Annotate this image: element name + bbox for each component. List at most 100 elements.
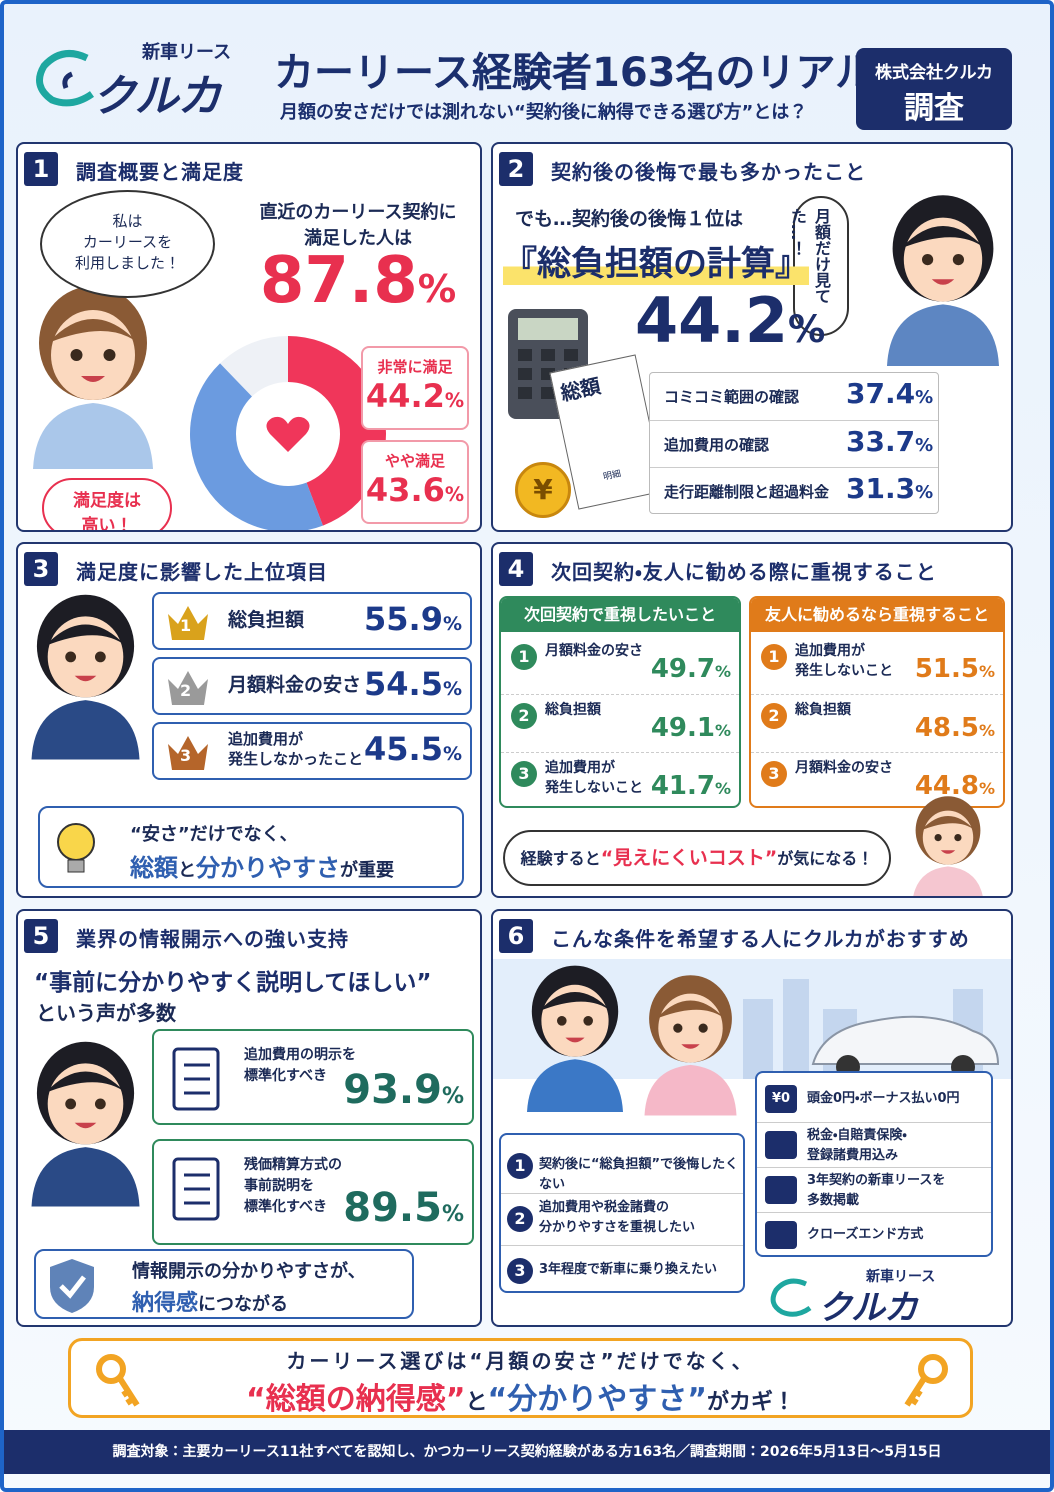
decoration: [515, 956, 635, 1116]
item-label: 追加費用が 発生しないこと: [545, 760, 643, 796]
title: カーリース経験者163名のリアル: [274, 50, 876, 96]
keyword: 分かりやすさ: [196, 854, 340, 882]
feature-text: 3年契約の新車リースを 多数掲載: [807, 1173, 946, 1208]
decoration: [96, 1354, 126, 1384]
value: 37.4: [846, 377, 916, 410]
item-row: 2 総負担額 48.5%: [751, 694, 1003, 750]
footer: 調査対象：主要カーリース11社すべてを認知し、かつカーリース契約経験がある方16…: [4, 1430, 1050, 1474]
decoration: [904, 1375, 928, 1407]
item-value: 49.1%: [651, 713, 731, 743]
fringe: [921, 816, 975, 831]
item-number: 1: [761, 644, 787, 670]
item-label: 追加費用の確認: [664, 436, 770, 454]
mouth: [931, 279, 955, 285]
feature-text: 税金・自賠責保険・ 登録諸費用込み: [807, 1128, 907, 1163]
logo-mark: [36, 50, 95, 107]
unit: %: [915, 482, 934, 503]
items-table: コミコミ範囲の確認 37.4% 追加費用の確認 33.7% 走行距離制限と超過料金 31.…: [649, 372, 939, 514]
decoration: [62, 71, 74, 89]
fringe: [45, 624, 126, 647]
decoration: [873, 184, 1011, 370]
eye: [952, 254, 964, 266]
decoration: [50, 1259, 94, 1313]
shield-icon: [50, 1259, 94, 1313]
feature-icon: [765, 1131, 797, 1159]
unit: %: [441, 1202, 464, 1227]
person-illustration: [913, 796, 983, 896]
decoration: [18, 584, 153, 764]
item-number: 2: [511, 703, 537, 729]
keyword: 総額: [130, 854, 178, 882]
lead: でも…契約後の後悔１位は: [515, 208, 744, 230]
wish-list: 1 契約後に“総負担額”で後悔したくない 2 追加費用や税金諸費の 分かりやすさを重視…: [499, 1133, 745, 1293]
unit: %: [714, 662, 731, 681]
wish-row: 2 追加費用や税金諸費の 分かりやすさを重視したい: [501, 1193, 743, 1243]
value: 44.8: [914, 771, 979, 801]
mouth: [74, 675, 97, 682]
feature-row: ¥0 頭金0円・ボーナス払い0円: [757, 1077, 991, 1121]
crown: [168, 671, 208, 705]
note-line: 総額と分かりやすさが重要: [130, 848, 394, 883]
breakdown-label: 非常に満足: [377, 358, 453, 376]
rank: 3: [180, 746, 192, 765]
rank-box: 3 追加費用が 発生しなかったこと 45.5%: [152, 722, 472, 780]
eye: [94, 651, 106, 663]
decoration: [18, 1031, 153, 1211]
unit: %: [714, 721, 731, 740]
banner-line: カーリース選びは“月額の安さ”だけでなく、: [286, 1349, 755, 1373]
crown: [168, 606, 208, 640]
item-number: 1: [511, 644, 537, 670]
item-value: 41.7%: [651, 771, 731, 801]
item-label: 月額料金の安さ: [795, 760, 893, 776]
eye: [65, 651, 77, 663]
decoration: [18, 274, 168, 473]
section-number: 6: [499, 919, 533, 953]
fringe: [539, 992, 611, 1012]
section-number: 4: [499, 552, 533, 586]
decoration: [811, 1015, 1000, 1065]
banner-text: と: [465, 1390, 488, 1415]
item-label: 総負担額: [795, 702, 851, 718]
feature-icon: [765, 1221, 797, 1249]
column: 友人に勧めるなら重視すること 1 追加費用が 発生しないこと 51.5% 2 総負担額 48…: [749, 596, 1005, 808]
body: [31, 700, 140, 760]
decoration: [564, 349, 578, 361]
item-row: コミコミ範囲の確認 37.4%: [650, 373, 938, 420]
breakdown-value: 44.2: [365, 377, 445, 415]
note-box: “安さ”だけでなく、 総額と分かりやすさが重要: [38, 806, 464, 888]
item-label: 総負担額: [545, 702, 601, 718]
body: [33, 403, 153, 469]
section-title: 満足度に影響した上位項目: [76, 560, 328, 584]
panel-1: 1 調査概要と満足度 私は カーリースを 利用しました！ 直近のカーリース契約に…: [16, 142, 482, 532]
unit: %: [444, 483, 465, 506]
item-label: 追加費用の明示を 標準化すべき: [244, 1047, 356, 1084]
item-row: 3 追加費用が 発生しないこと 41.7%: [501, 752, 739, 806]
item-value: 33.7%: [846, 425, 933, 458]
unit: %: [978, 779, 995, 798]
value: 93.9: [343, 1067, 442, 1113]
section-number: 2: [499, 152, 533, 186]
banner-line: “総額の納得感”と“分かりやすさ”がカギ！: [71, 1374, 970, 1418]
mouth: [565, 1037, 585, 1043]
section-number: 3: [24, 552, 58, 586]
fringe: [45, 1071, 126, 1094]
value: 49.1: [650, 713, 715, 743]
keyword: “総額の納得感”: [246, 1382, 466, 1417]
fringe: [48, 319, 138, 343]
decoration: [541, 349, 555, 361]
item-label: 総負担額: [228, 609, 305, 631]
section-number: 5: [24, 919, 58, 953]
eye: [103, 349, 116, 361]
decoration: 43.6%: [363, 471, 467, 509]
eye: [934, 834, 942, 842]
bubble-text: 経験すると: [520, 849, 601, 868]
decoration: [918, 1354, 948, 1384]
heart-icon: [266, 416, 310, 452]
logo-mark: [770, 1278, 812, 1317]
value: 49.7: [650, 654, 715, 684]
eye: [65, 1098, 77, 1110]
icon-frame: [172, 1157, 220, 1221]
fringe: [656, 1000, 725, 1019]
eye: [557, 1016, 567, 1026]
